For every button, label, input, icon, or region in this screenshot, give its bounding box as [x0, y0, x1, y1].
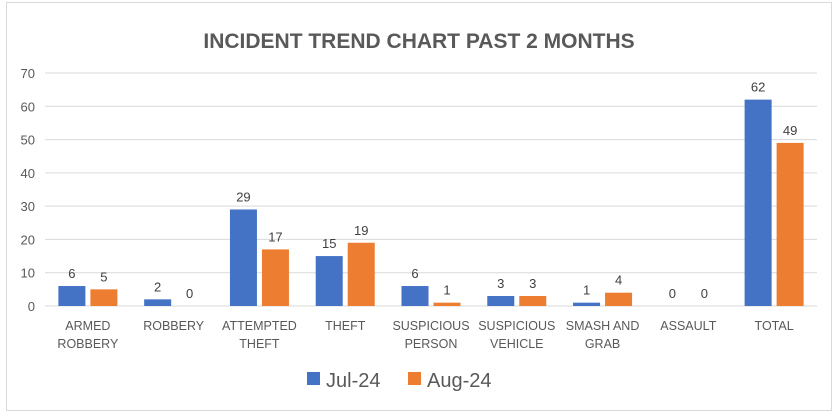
data-label: 0 — [701, 286, 708, 301]
bar-aug-24 — [90, 289, 118, 306]
data-label: 0 — [669, 286, 676, 301]
data-label: 29 — [236, 189, 250, 204]
data-label: 5 — [100, 269, 107, 284]
data-label: 17 — [268, 229, 282, 244]
bar-aug-24 — [261, 249, 289, 306]
legend-label: Jul-24 — [326, 370, 380, 392]
x-tick-label: THEFT — [325, 319, 366, 333]
x-tick-label: PERSON — [405, 337, 458, 351]
bar-jul-24 — [315, 256, 343, 306]
bar-jul-24 — [401, 286, 429, 306]
x-tick-label: THEFT — [239, 337, 280, 351]
y-tick-label: 30 — [21, 199, 35, 214]
chart-border — [6, 2, 832, 411]
bar-jul-24 — [229, 209, 257, 306]
data-label: 19 — [354, 223, 368, 238]
y-tick-label: 40 — [21, 166, 35, 181]
data-label: 6 — [411, 266, 418, 281]
legend-swatch-aug-24 — [408, 372, 421, 385]
data-label: 15 — [322, 236, 336, 251]
x-tick-label: ROBBERY — [143, 319, 205, 333]
y-tick-label: 70 — [21, 66, 35, 81]
data-label: 6 — [68, 266, 75, 281]
y-tick-label: 60 — [21, 99, 35, 114]
x-tick-label: ASSAULT — [660, 319, 716, 333]
data-label: 1 — [443, 283, 450, 298]
bar-aug-24 — [433, 302, 461, 306]
y-tick-label: 0 — [28, 299, 35, 314]
x-tick-label: SUSPICIOUS — [392, 319, 469, 333]
chart-title: INCIDENT TREND CHART PAST 2 MONTHS — [203, 30, 634, 53]
bar-aug-24 — [605, 292, 633, 306]
legend-label: Aug-24 — [427, 370, 492, 392]
y-tick-label: 50 — [21, 133, 35, 148]
x-tick-label: ROBBERY — [57, 337, 119, 351]
data-label: 4 — [615, 273, 622, 288]
x-tick-label: SUSPICIOUS — [478, 319, 555, 333]
bar-jul-24 — [744, 99, 772, 306]
x-tick-label: GRAB — [585, 337, 620, 351]
data-label: 1 — [583, 283, 590, 298]
x-tick-label: SMASH AND — [566, 319, 640, 333]
legend-swatch-jul-24 — [307, 372, 320, 385]
y-tick-label: 20 — [21, 232, 35, 247]
bar-jul-24 — [144, 299, 172, 306]
bar-aug-24 — [347, 242, 375, 306]
data-label: 2 — [154, 279, 161, 294]
data-label: 62 — [751, 80, 765, 95]
x-tick-label: VEHICLE — [490, 337, 544, 351]
x-tick-label: ATTEMPTED — [222, 319, 297, 333]
bar-jul-24 — [487, 296, 515, 306]
bar-aug-24 — [519, 296, 547, 306]
x-tick-label: TOTAL — [755, 319, 794, 333]
bar-aug-24 — [776, 142, 804, 306]
x-tick-label: ARMED — [65, 319, 110, 333]
data-label: 3 — [529, 276, 536, 291]
data-label: 49 — [783, 123, 797, 138]
bar-jul-24 — [58, 286, 86, 306]
y-tick-label: 10 — [21, 266, 35, 281]
data-label: 3 — [497, 276, 504, 291]
data-label: 0 — [186, 286, 193, 301]
bar-jul-24 — [573, 302, 601, 306]
